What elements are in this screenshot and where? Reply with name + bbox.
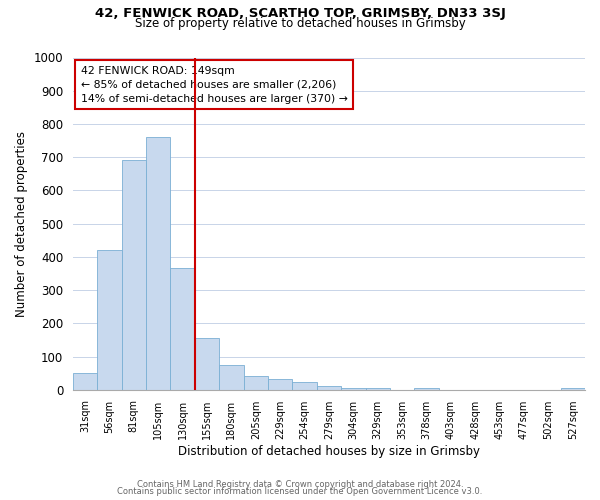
Bar xyxy=(341,388,365,390)
Bar xyxy=(560,388,585,390)
Text: Contains HM Land Registry data © Crown copyright and database right 2024.: Contains HM Land Registry data © Crown c… xyxy=(137,480,463,489)
Bar xyxy=(317,386,341,390)
Bar xyxy=(292,382,317,390)
Bar xyxy=(415,388,439,390)
Bar xyxy=(219,365,244,390)
Bar xyxy=(195,338,219,390)
Text: Size of property relative to detached houses in Grimsby: Size of property relative to detached ho… xyxy=(134,18,466,30)
Bar xyxy=(97,250,122,390)
Y-axis label: Number of detached properties: Number of detached properties xyxy=(15,130,28,316)
Bar xyxy=(73,373,97,390)
Text: Contains public sector information licensed under the Open Government Licence v3: Contains public sector information licen… xyxy=(118,487,482,496)
Bar xyxy=(268,379,292,390)
Bar xyxy=(170,268,195,390)
Text: 42, FENWICK ROAD, SCARTHO TOP, GRIMSBY, DN33 3SJ: 42, FENWICK ROAD, SCARTHO TOP, GRIMSBY, … xyxy=(95,8,505,20)
Bar xyxy=(146,137,170,390)
Bar xyxy=(244,376,268,390)
Text: 42 FENWICK ROAD: 149sqm
← 85% of detached houses are smaller (2,206)
14% of semi: 42 FENWICK ROAD: 149sqm ← 85% of detache… xyxy=(80,66,347,104)
Bar xyxy=(365,388,390,390)
Bar xyxy=(122,160,146,390)
X-axis label: Distribution of detached houses by size in Grimsby: Distribution of detached houses by size … xyxy=(178,444,480,458)
